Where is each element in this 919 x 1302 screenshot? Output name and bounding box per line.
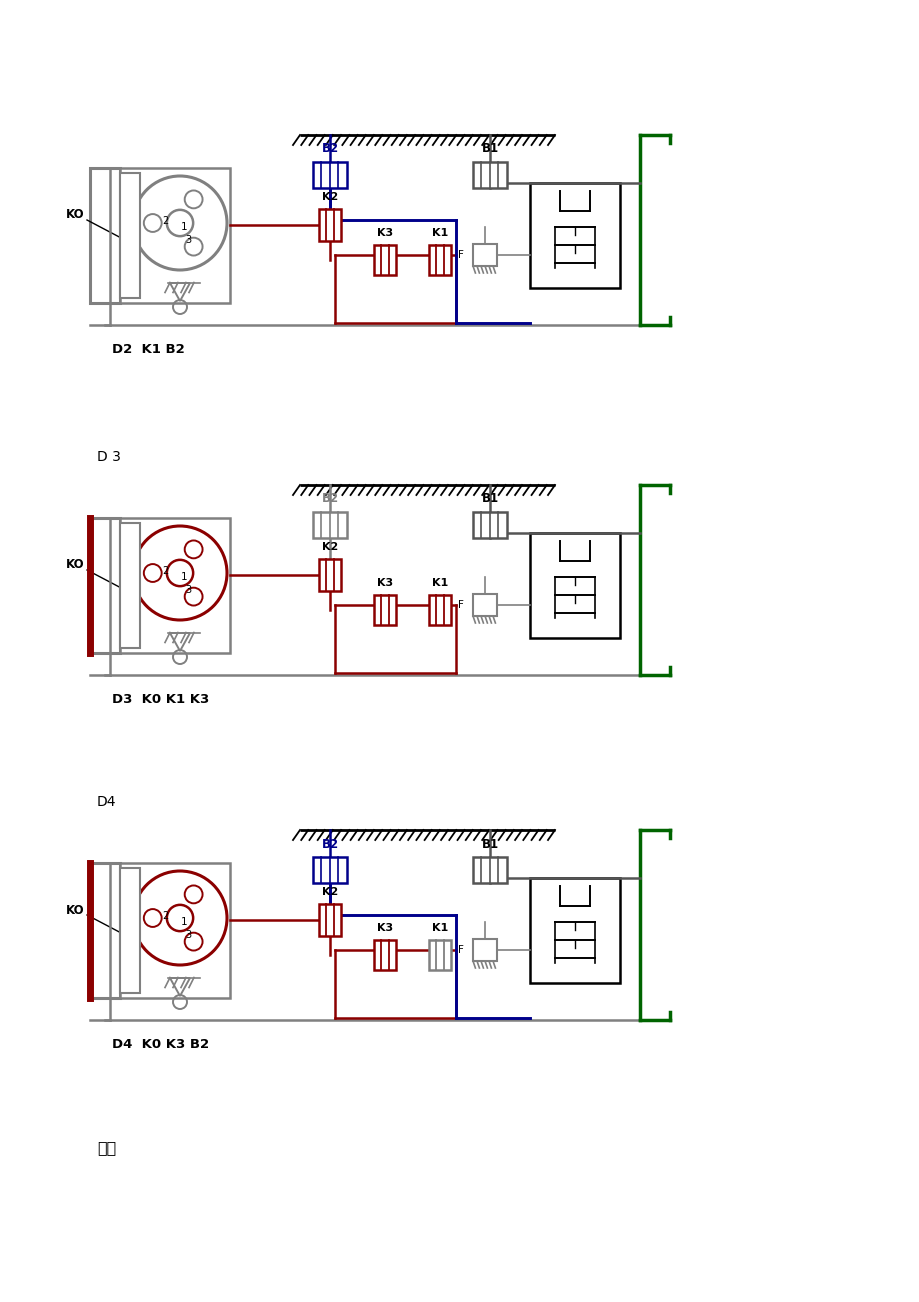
Bar [374,595,395,625]
Bar [312,161,346,187]
Bar [319,559,341,591]
Text: B1: B1 [481,837,498,850]
Bar [90,168,119,302]
Bar [319,210,341,241]
Text: 2: 2 [162,216,168,227]
Text: K1: K1 [431,923,448,934]
Text: B1: B1 [481,492,498,505]
Text: D4: D4 [96,796,117,809]
Bar [529,878,619,983]
Text: D2  K1 B2: D2 K1 B2 [112,342,185,355]
Bar [472,939,496,961]
Bar [428,940,450,970]
Text: B2: B2 [321,142,338,155]
Bar [472,512,506,538]
Text: B2: B2 [321,492,338,505]
Bar [312,512,346,538]
Bar [374,940,395,970]
Bar [472,857,506,883]
Text: K3: K3 [377,228,392,238]
Text: 1: 1 [180,917,187,927]
Text: K2: K2 [322,191,338,202]
Text: 3: 3 [185,234,191,245]
Text: 3: 3 [185,930,191,940]
Text: 倒档: 倒档 [96,1141,116,1155]
Text: K1: K1 [431,228,448,238]
Text: D4  K0 K3 B2: D4 K0 K3 B2 [112,1038,209,1051]
Bar [319,904,341,936]
Bar [529,182,619,288]
Bar [428,245,450,275]
Bar [119,522,140,647]
Text: K3: K3 [377,578,392,589]
Text: KO: KO [66,208,85,221]
Text: 2: 2 [162,566,168,575]
Text: D 3: D 3 [96,450,120,464]
Text: F: F [458,600,463,611]
Text: 2: 2 [162,911,168,921]
Bar [119,172,140,297]
Bar [90,517,119,652]
Bar [119,168,230,302]
Text: B1: B1 [481,142,498,155]
Bar [90,862,119,997]
Bar [374,245,395,275]
Bar [312,857,346,883]
Bar [119,867,140,992]
Text: 1: 1 [180,223,187,232]
Bar [428,595,450,625]
Bar [472,243,496,266]
Text: K2: K2 [322,542,338,552]
Text: K3: K3 [377,923,392,934]
Text: 1: 1 [180,572,187,582]
Text: F: F [458,250,463,260]
Text: KO: KO [66,559,85,572]
Text: F: F [458,945,463,954]
Bar [472,594,496,616]
Text: B2: B2 [321,837,338,850]
Bar [119,517,230,652]
Text: 3: 3 [185,585,191,595]
Bar [472,161,506,187]
Text: D3  K0 K1 K3: D3 K0 K1 K3 [112,693,209,706]
Text: K1: K1 [431,578,448,589]
Bar [529,533,619,638]
Bar [119,862,230,997]
Text: KO: KO [66,904,85,917]
Text: K2: K2 [322,887,338,897]
